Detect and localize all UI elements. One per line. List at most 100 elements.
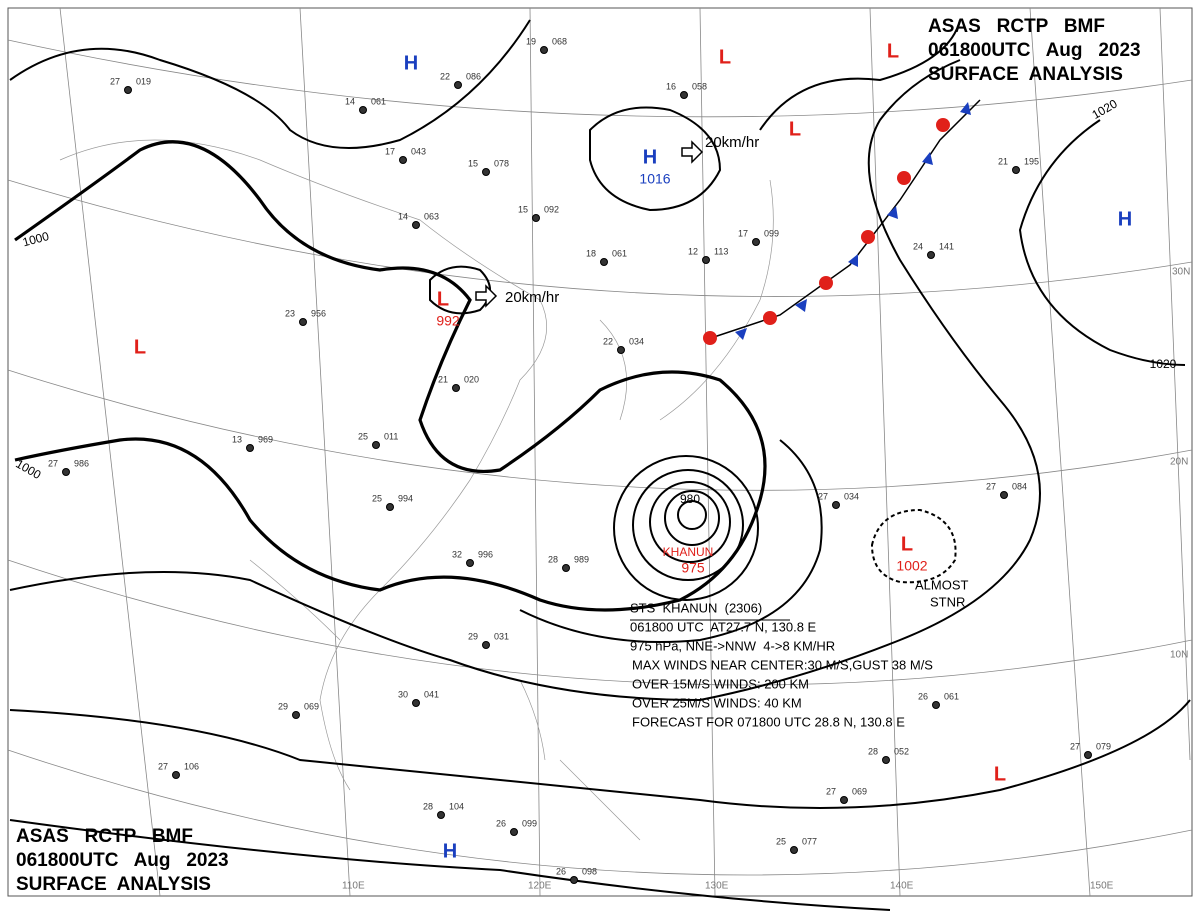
station-temp: 22 [603, 336, 613, 346]
typhoon-info-line: 975 hPa, NNE->NNW 4->8 KM/HR [630, 638, 835, 653]
lat-lon-label: 130E [705, 881, 729, 892]
station-circle [617, 346, 625, 354]
station-pressure: 141 [939, 241, 954, 251]
graticule [7, 7, 1193, 897]
station-plot: 27 019 [110, 76, 151, 94]
station-pressure: 031 [494, 631, 509, 641]
front [703, 99, 981, 345]
center-pressure: 975 [681, 560, 705, 576]
station-temp: 30 [398, 689, 408, 699]
station-pressure: 069 [304, 701, 319, 711]
station-pressure: 043 [411, 146, 426, 156]
station-pressure: 011 [384, 431, 398, 441]
isobar-label: 980 [680, 492, 700, 506]
typhoon-info-line: FORECAST FOR 071800 UTC 28.8 N, 130.8 E [632, 714, 905, 729]
station-temp: 23 [285, 308, 295, 318]
lat-lon-label: 120E [528, 881, 552, 892]
station-temp: 17 [738, 228, 748, 238]
station-plot: 14 061 [345, 96, 386, 114]
station-temp: 26 [918, 691, 928, 701]
station-pressure: 078 [494, 158, 509, 168]
station-temp: 13 [232, 434, 242, 444]
station-circle [399, 156, 407, 164]
typhoon-info-line: 061800 UTC AT27.7 N, 130.8 E [630, 619, 817, 634]
station-circle [882, 756, 890, 764]
station-plot: 22 034 [603, 336, 644, 354]
station-pressure: 996 [478, 549, 493, 559]
station-circle [562, 564, 570, 572]
station-plot: 28 989 [548, 554, 589, 572]
station-temp: 28 [423, 801, 433, 811]
center-pressure: 1016 [639, 171, 670, 187]
station-plot: 26 061 [918, 691, 959, 709]
station-circle [927, 251, 935, 259]
station-plot: 32 996 [452, 549, 493, 567]
station-temp: 27 [986, 481, 996, 491]
station-circle [482, 641, 490, 649]
station-plot: 14 063 [398, 211, 439, 229]
station-temp: 29 [468, 631, 478, 641]
station-pressure: 092 [544, 204, 559, 214]
station-pressure: 086 [466, 71, 481, 81]
station-plot: 27 079 [1070, 741, 1111, 759]
station-circle [386, 503, 394, 511]
station-temp: 25 [776, 836, 786, 846]
station-plot: 25 011 [358, 431, 398, 449]
station-pressure: 099 [764, 228, 779, 238]
station-circle [752, 238, 760, 246]
station-temp: 27 [826, 786, 836, 796]
stationary-note: ALMOST [915, 577, 969, 592]
station-temp: 21 [438, 374, 448, 384]
header-line: 061800UTC Aug 2023 [928, 40, 1141, 61]
station-temp: 24 [913, 241, 923, 251]
station-pressure: 061 [612, 248, 627, 258]
pressure-center: H [1118, 208, 1132, 230]
station-temp: 15 [468, 158, 478, 168]
header-line: SURFACE ANALYSIS [928, 64, 1123, 85]
station-temp: 27 [110, 76, 120, 86]
station-plot: 27 106 [158, 761, 199, 779]
station-circle [299, 318, 307, 326]
station-pressure: 104 [449, 801, 464, 811]
station-plot: 30 041 [398, 689, 439, 707]
center-pressure: 992 [436, 313, 460, 329]
station-temp: 27 [158, 761, 168, 771]
station-temp: 26 [556, 866, 566, 876]
station-circle [454, 81, 462, 89]
pressure-center: H [643, 146, 657, 168]
station-circle [172, 771, 180, 779]
station-pressure: 956 [311, 308, 326, 318]
station-plot: 26 098 [556, 866, 597, 884]
lat-lon-label: 150E [1090, 881, 1114, 892]
movement-arrows [475, 140, 704, 308]
station-circle [702, 256, 710, 264]
pressure-center: L [719, 46, 731, 68]
station-plot: 21 195 [998, 156, 1039, 174]
map-frame [7, 7, 1193, 897]
station-plot: 22 086 [440, 71, 481, 89]
station-plot: 27 069 [826, 786, 867, 804]
station-plot: 27 034 [818, 491, 859, 509]
station-temp: 22 [440, 71, 450, 81]
station-circle [372, 441, 380, 449]
station-pressure: 068 [552, 36, 567, 46]
station-pressure: 063 [424, 211, 439, 221]
station-temp: 18 [586, 248, 596, 258]
station-circle [412, 221, 420, 229]
station-circle [412, 699, 420, 707]
pressure-center: L [887, 40, 899, 62]
station-pressure: 195 [1024, 156, 1039, 166]
coastlines [59, 139, 774, 841]
station-pressure: 986 [74, 458, 89, 468]
station-circle [832, 501, 840, 509]
lat-lon-label: 30N [1172, 267, 1190, 278]
station-plot: 18 061 [586, 248, 627, 266]
station-circle [532, 214, 540, 222]
station-pressure: 969 [258, 434, 273, 444]
station-circle [840, 796, 848, 804]
station-plot: 27 986 [48, 458, 89, 476]
isobar-label: 1020 [1150, 357, 1177, 371]
pressure-center: L [789, 118, 801, 140]
header-line: SURFACE ANALYSIS [16, 874, 211, 895]
station-temp: 14 [345, 96, 355, 106]
